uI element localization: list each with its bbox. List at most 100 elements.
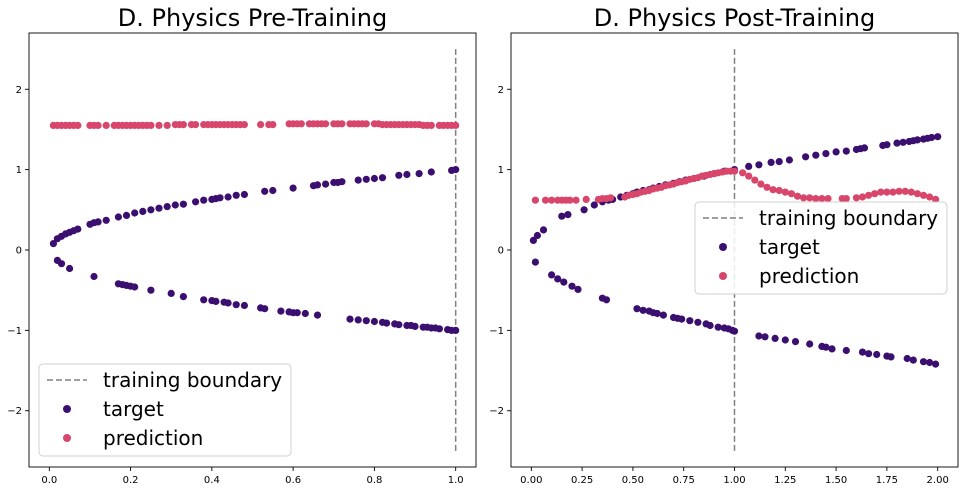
target-point: [224, 299, 232, 307]
x-tick-label: 0.00: [520, 475, 542, 486]
target-point: [395, 171, 403, 179]
target-point: [539, 226, 548, 234]
target-point: [240, 190, 248, 199]
x-tick-label: 0.4: [204, 475, 220, 486]
target-point: [74, 225, 82, 233]
target-point: [934, 133, 942, 141]
target-point: [639, 306, 647, 314]
legend-box: [694, 201, 948, 295]
target-point: [926, 358, 934, 367]
legend-label-prediction: prediction: [103, 426, 203, 450]
target-point: [832, 148, 840, 156]
legend-label-training-boundary: training boundary: [759, 206, 938, 230]
prediction-point: [566, 196, 574, 204]
target-point: [90, 272, 98, 281]
target-point: [548, 271, 556, 279]
target-point: [633, 305, 641, 313]
target-point: [269, 186, 277, 195]
x-tick-label: 2.00: [927, 475, 949, 486]
prediction-point: [775, 186, 783, 195]
target-point: [686, 317, 694, 325]
legend-prediction-swatch: [63, 434, 71, 442]
chart-title: D. Physics Post-Training: [594, 4, 876, 32]
target-point: [781, 336, 789, 344]
target-point: [131, 209, 139, 217]
prediction-point: [297, 120, 305, 128]
target-point: [865, 350, 873, 358]
prediction-point: [842, 195, 850, 203]
y-tick-label: −1: [7, 326, 22, 337]
prediction-point: [818, 195, 826, 203]
target-point: [730, 327, 739, 335]
prediction-point: [751, 176, 759, 184]
target-point: [301, 309, 309, 318]
target-point: [370, 317, 378, 326]
prediction-point: [192, 121, 200, 129]
prediction-point: [865, 191, 873, 199]
prediction-point: [895, 187, 903, 195]
target-point: [812, 151, 820, 159]
target-point: [313, 311, 322, 319]
target-point: [714, 323, 722, 331]
target-point: [775, 158, 783, 166]
target-point: [558, 212, 566, 220]
target-point: [590, 201, 598, 209]
target-point: [131, 283, 139, 291]
target-point: [395, 321, 403, 329]
legend-label-target: target: [103, 397, 164, 421]
series-prediction: [49, 120, 460, 129]
target-point: [452, 166, 460, 174]
target-point: [802, 153, 810, 161]
x-tick-label: 1.25: [774, 475, 796, 486]
target-point: [771, 334, 779, 342]
target-point: [102, 216, 110, 224]
target-point: [858, 348, 867, 356]
prediction-point: [824, 195, 832, 203]
target-point: [122, 211, 131, 219]
y-tick-label: −2: [489, 406, 504, 417]
prediction-point: [240, 121, 248, 129]
target-point: [531, 258, 540, 266]
prediction-point: [919, 191, 928, 199]
x-tick-label: 0.6: [285, 475, 301, 486]
target-point: [529, 236, 538, 244]
prediction-point: [812, 195, 820, 203]
prediction-point: [179, 121, 187, 129]
target-point: [913, 136, 922, 144]
target-point: [354, 176, 362, 184]
prediction-point: [548, 196, 556, 204]
target-point: [378, 174, 387, 182]
target-point: [560, 278, 568, 286]
target-point: [806, 340, 814, 348]
series-prediction: [531, 167, 940, 204]
prediction-point: [781, 188, 789, 196]
prediction-point: [852, 194, 861, 202]
target-point: [147, 206, 155, 214]
target-point: [602, 296, 611, 304]
target-point: [903, 354, 911, 363]
target-point: [427, 168, 435, 176]
target-point: [200, 196, 208, 204]
target-point: [761, 333, 769, 341]
target-point: [277, 307, 285, 315]
prediction-point: [793, 192, 802, 200]
target-point: [678, 315, 686, 323]
target-point: [147, 286, 155, 294]
prediction-point: [541, 196, 550, 204]
target-point: [383, 319, 391, 327]
prediction-point: [907, 188, 915, 196]
legend-label-training-boundary: training boundary: [103, 368, 282, 392]
legend-box: [38, 363, 292, 457]
target-point: [346, 315, 354, 323]
legend: training boundary target prediction: [38, 363, 292, 457]
target-point: [179, 293, 187, 301]
x-tick-label: 1.00: [723, 475, 745, 486]
target-point: [842, 346, 850, 355]
prediction-point: [338, 120, 346, 128]
y-tick-label: 1: [16, 165, 22, 176]
target-point: [216, 194, 224, 202]
prediction-point: [607, 194, 615, 202]
target-point: [94, 218, 102, 226]
chart-panel-2: D. Physics Post-Training 0.00 0.25 0.50 0.75…: [489, 4, 959, 486]
